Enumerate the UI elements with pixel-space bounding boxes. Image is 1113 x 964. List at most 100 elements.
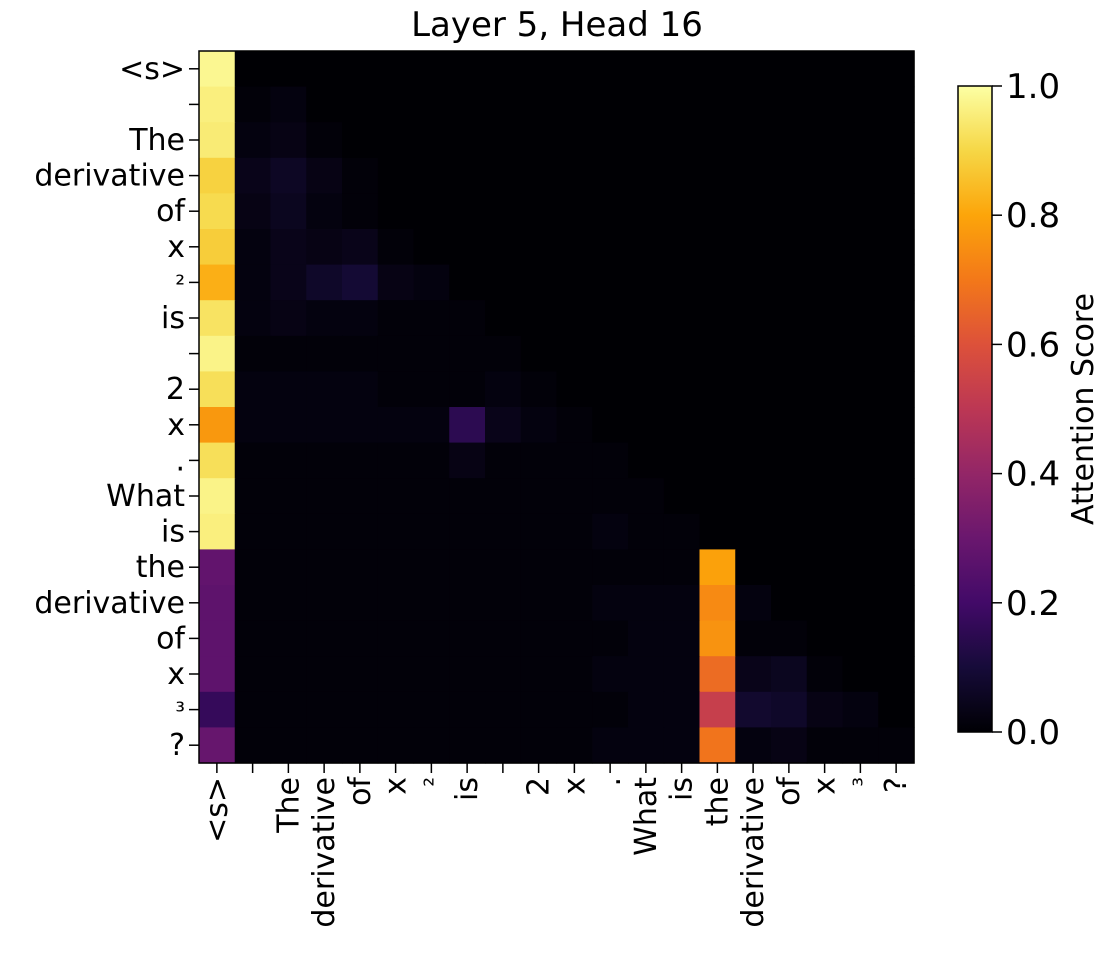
heatmap-cell bbox=[449, 300, 486, 337]
heatmap-cell bbox=[735, 371, 772, 408]
heatmap-cell bbox=[199, 193, 236, 230]
heatmap-cell bbox=[699, 371, 736, 408]
heatmap-cell bbox=[878, 86, 915, 123]
heatmap-cell bbox=[199, 264, 236, 301]
heatmap-cell bbox=[806, 51, 844, 88]
heatmap-cell bbox=[878, 585, 915, 622]
heatmap-cell bbox=[485, 656, 522, 693]
colorbar-label: Attention Score bbox=[1066, 293, 1101, 525]
heatmap-cell bbox=[806, 656, 844, 693]
heatmap-cell bbox=[485, 478, 522, 515]
heatmap-cell bbox=[628, 157, 665, 194]
heatmap-cell bbox=[735, 122, 772, 159]
heatmap-cell bbox=[520, 656, 558, 693]
heatmap-cell bbox=[663, 157, 701, 194]
colorbar bbox=[957, 85, 993, 733]
heatmap-cell bbox=[628, 51, 665, 88]
heatmap-cell bbox=[842, 193, 879, 230]
heatmap-cell bbox=[520, 585, 558, 622]
heatmap-cell bbox=[377, 656, 415, 693]
heatmap-cell bbox=[699, 407, 736, 444]
heatmap-cell bbox=[413, 620, 450, 657]
heatmap-cell bbox=[270, 620, 307, 657]
heatmap-cell bbox=[556, 691, 593, 728]
heatmap-cell bbox=[842, 549, 879, 586]
colorbar-tick-label: 0.6 bbox=[1006, 325, 1060, 365]
heatmap-cell bbox=[628, 620, 665, 657]
heatmap-cell bbox=[699, 513, 736, 550]
x-tick-label: ² bbox=[419, 777, 447, 787]
heatmap-cell bbox=[520, 549, 558, 586]
heatmap-cell bbox=[878, 122, 915, 159]
heatmap-cell bbox=[663, 727, 701, 764]
heatmap-cell bbox=[878, 300, 915, 337]
heatmap-cell bbox=[878, 193, 915, 230]
heatmap-cell bbox=[771, 407, 808, 444]
heatmap-cell bbox=[270, 691, 307, 728]
heatmap-cell bbox=[306, 656, 343, 693]
heatmap-cell bbox=[449, 442, 486, 479]
heatmap-cell bbox=[199, 300, 236, 337]
heatmap-cell bbox=[628, 727, 665, 764]
heatmap-cell bbox=[699, 478, 736, 515]
x-axis-tick-labels: <s> The derivative of x ² is 2 x. What is the deri… bbox=[200, 763, 914, 928]
heatmap-cell bbox=[485, 442, 522, 479]
heatmap-cell bbox=[806, 157, 844, 194]
heatmap-cell bbox=[699, 193, 736, 230]
colorbar-tick-label: 0.8 bbox=[1006, 196, 1060, 236]
heatmap-cell bbox=[735, 229, 772, 266]
heatmap-cell bbox=[556, 193, 593, 230]
heatmap-cell bbox=[556, 122, 593, 159]
heatmap-cell bbox=[342, 727, 379, 764]
heatmap-cell bbox=[842, 407, 879, 444]
heatmap-cell bbox=[234, 300, 272, 337]
heatmap-cell bbox=[771, 691, 808, 728]
heatmap-cell bbox=[342, 656, 379, 693]
heatmap-cell bbox=[806, 442, 844, 479]
heatmap-cell bbox=[234, 229, 272, 266]
heatmap-cell bbox=[270, 727, 307, 764]
heatmap-cell bbox=[878, 371, 915, 408]
heatmap-cell bbox=[878, 620, 915, 657]
heatmap-cell bbox=[771, 51, 808, 88]
heatmap-cell bbox=[377, 193, 415, 230]
heatmap-cell bbox=[485, 157, 522, 194]
heatmap-cell bbox=[413, 513, 450, 550]
y-tick-label: x bbox=[167, 230, 185, 265]
heatmap-cell bbox=[628, 656, 665, 693]
heatmap-cell bbox=[663, 691, 701, 728]
y-tick-label: x bbox=[167, 408, 185, 443]
heatmap-cell bbox=[592, 51, 629, 88]
heatmap-cell bbox=[270, 513, 307, 550]
heatmap-cell bbox=[878, 229, 915, 266]
heatmap-cell bbox=[413, 122, 450, 159]
heatmap-cell bbox=[485, 300, 522, 337]
heatmap-cell bbox=[663, 407, 701, 444]
heatmap-cell bbox=[556, 407, 593, 444]
heatmap-cell bbox=[234, 335, 272, 372]
heatmap-cell bbox=[342, 620, 379, 657]
heatmap-cell bbox=[592, 157, 629, 194]
heatmap-cell bbox=[234, 51, 272, 88]
colorbar-tick-label: 1.0 bbox=[1006, 67, 1060, 107]
heatmap-cell bbox=[449, 229, 486, 266]
heatmap-cell bbox=[699, 335, 736, 372]
x-tick-label: of bbox=[772, 776, 807, 806]
heatmap-cell bbox=[771, 229, 808, 266]
heatmap-cell bbox=[592, 549, 629, 586]
heatmap-cell bbox=[342, 407, 379, 444]
heatmap-cell bbox=[699, 264, 736, 301]
heatmap-cell bbox=[663, 620, 701, 657]
heatmap-cell bbox=[306, 407, 343, 444]
heatmap-cell bbox=[806, 229, 844, 266]
heatmap-cell bbox=[663, 442, 701, 479]
heatmap-cell bbox=[663, 193, 701, 230]
heatmap-cell bbox=[628, 478, 665, 515]
heatmap-cell bbox=[806, 122, 844, 159]
heatmap-cell bbox=[270, 478, 307, 515]
heatmap-cell bbox=[199, 86, 236, 123]
heatmap-cell bbox=[842, 513, 879, 550]
heatmap-cell bbox=[663, 656, 701, 693]
heatmap-cell bbox=[628, 264, 665, 301]
heatmap-cell bbox=[806, 371, 844, 408]
